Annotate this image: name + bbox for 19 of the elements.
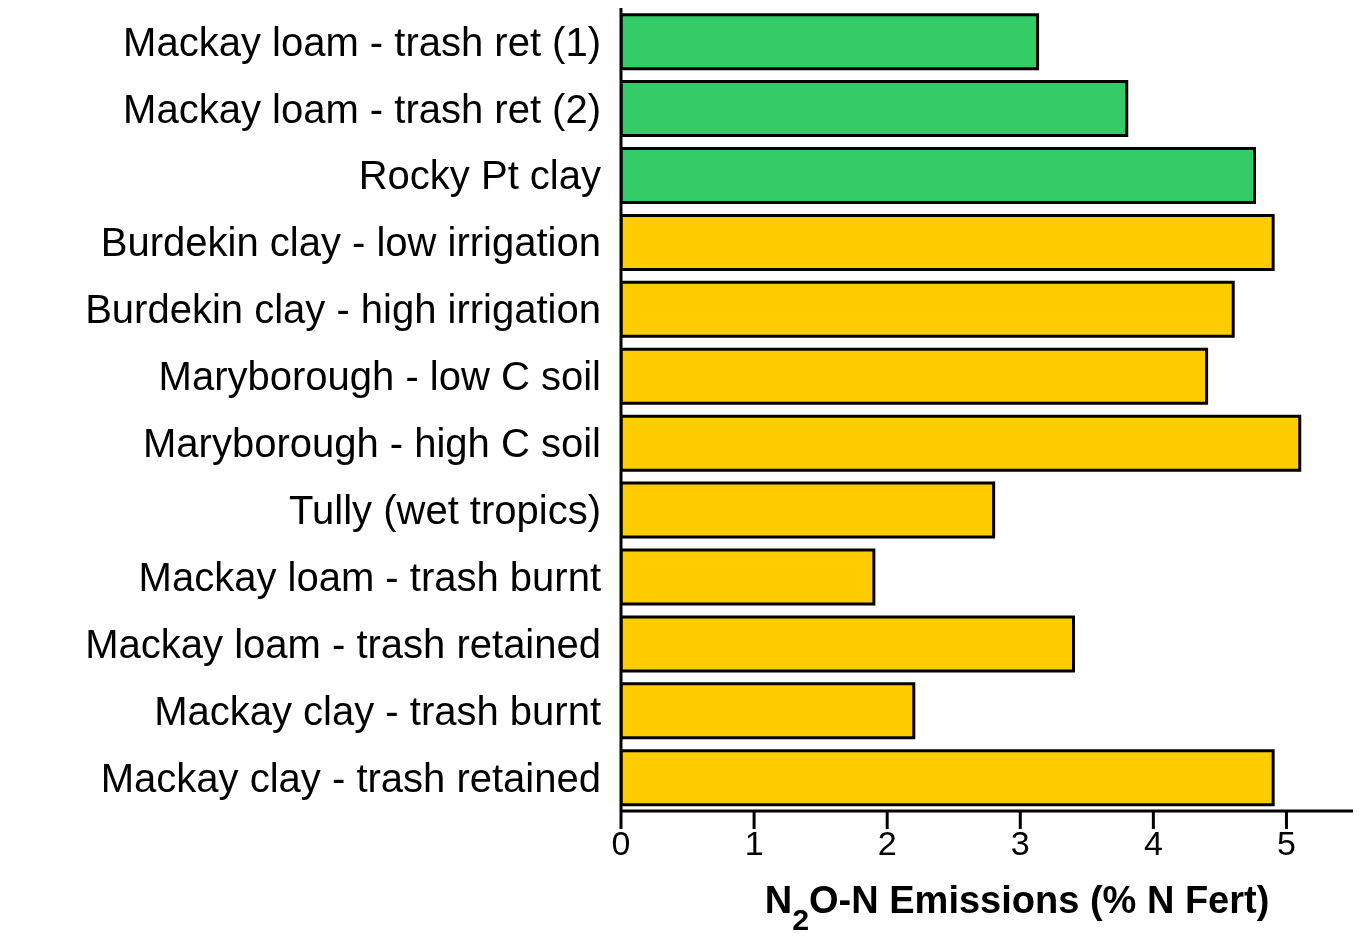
- y-tick-label: Burdekin clay - high irrigation: [85, 287, 601, 332]
- y-tick-label: Mackay loam - trash ret (2): [123, 86, 601, 131]
- y-tick-label: Mackay loam - trash ret (1): [123, 19, 601, 64]
- y-tick-label: Maryborough - low C soil: [158, 354, 601, 399]
- x-tick-label: 5: [1276, 824, 1296, 863]
- x-axis-title: N$_{2}$O-N Emissions (% N Fert): [764, 879, 1270, 936]
- y-tick-label: Burdekin clay - low irrigation: [100, 220, 601, 265]
- x-tick-label: 2: [877, 824, 897, 863]
- x-tick-label: 4: [1143, 824, 1163, 863]
- y-tick-label: Rocky Pt clay: [358, 153, 601, 198]
- x-tick-label: 0: [611, 824, 631, 863]
- y-tick-label: Mackay loam - trash burnt: [138, 554, 601, 599]
- x-tick-label: 3: [1010, 824, 1030, 863]
- y-tick-label: Maryborough - high C soil: [143, 421, 601, 466]
- x-tick-label: 1: [744, 824, 764, 863]
- y-tick-label: Tully (wet tropics): [289, 488, 601, 533]
- y-tick-label: Mackay loam - trash retained: [85, 621, 601, 666]
- y-tick-label: Mackay clay - trash retained: [100, 755, 601, 800]
- y-tick-label: Mackay clay - trash burnt: [154, 688, 601, 733]
